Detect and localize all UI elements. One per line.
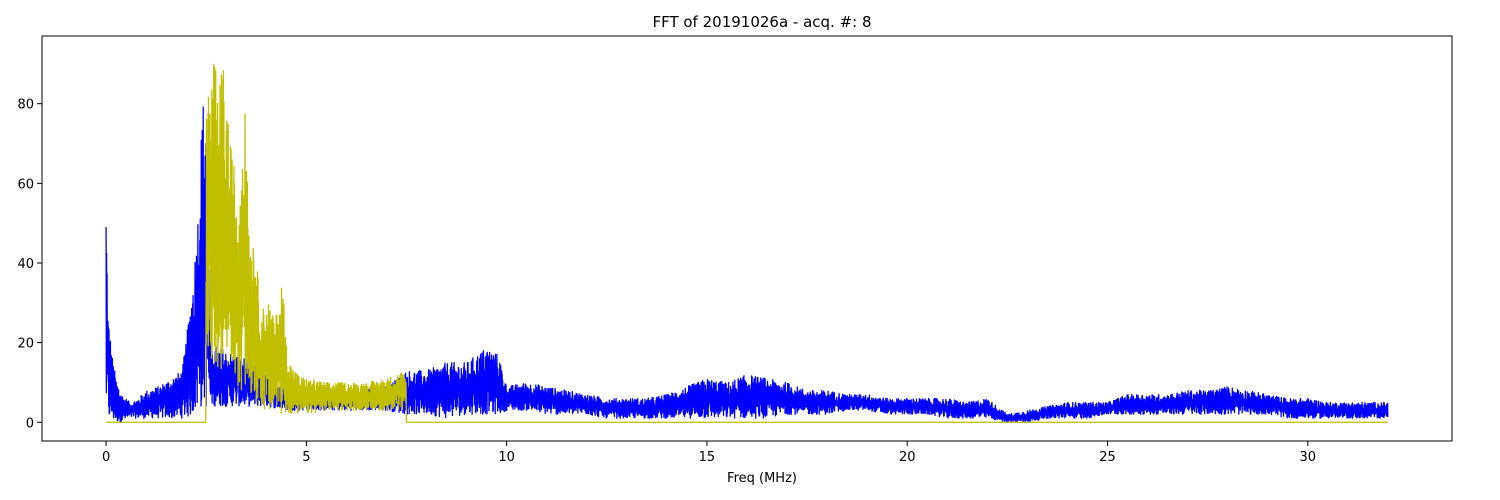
y-axis: 0 20 40 60 80 [17,98,42,431]
x-axis-label: Freq (MHz) [727,471,797,486]
x-tick-label: 25 [1099,450,1116,465]
x-tick-label: 10 [498,450,515,465]
x-tick-label: 30 [1300,450,1317,465]
y-tick-label: 0 [26,416,34,431]
chart-title: FFT of 20191026a - acq. #: 8 [652,13,871,31]
y-tick-label: 80 [17,98,34,113]
x-tick-label: 15 [699,450,716,465]
x-tick-label: 20 [899,450,916,465]
y-tick-label: 20 [17,337,34,352]
series-line-1 [105,106,1389,423]
x-axis: 0 5 10 15 20 25 30 [102,441,1316,465]
x-tick-label: 0 [102,450,110,465]
series-line-2 [105,63,1389,423]
plot-frame [41,35,1453,442]
x-tick-label: 5 [302,450,310,465]
y-tick-label: 40 [17,257,34,272]
y-tick-label: 60 [17,177,34,192]
